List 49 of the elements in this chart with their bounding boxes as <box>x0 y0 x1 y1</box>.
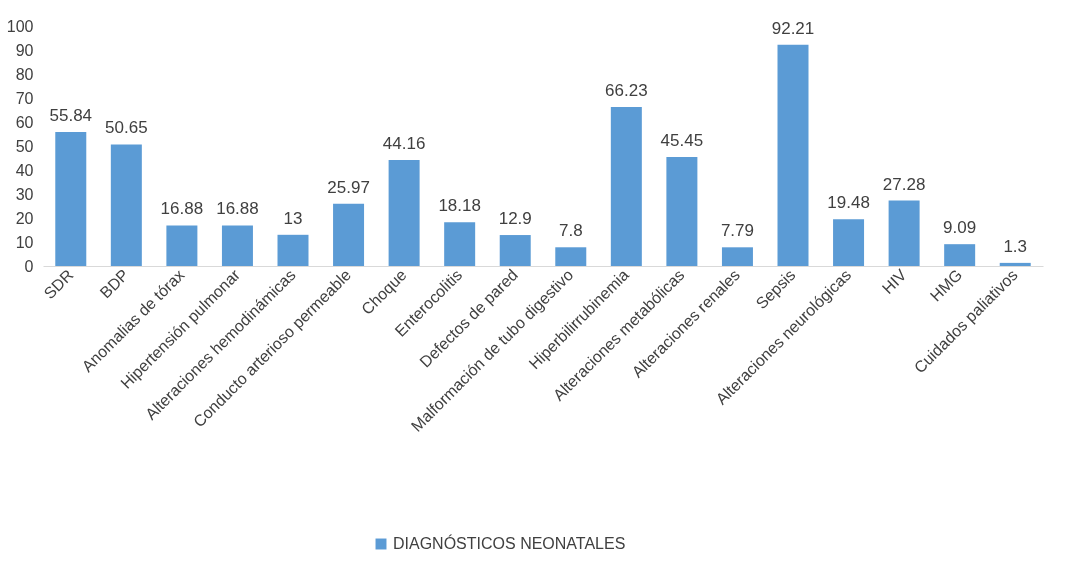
y-tick-label: 30 <box>15 185 34 203</box>
bar <box>388 160 420 266</box>
bar <box>888 200 920 266</box>
bar <box>555 247 587 266</box>
x-tick-label: HIV <box>878 265 910 298</box>
data-label: 25.97 <box>327 177 370 197</box>
bar <box>999 262 1031 266</box>
y-tick-label: 0 <box>24 257 34 275</box>
data-label: 13 <box>283 208 303 228</box>
bar <box>333 203 365 266</box>
bar <box>444 222 476 266</box>
y-tick-label: 90 <box>15 41 34 59</box>
y-tick-label: 70 <box>15 89 34 107</box>
data-label: 9.09 <box>943 218 977 238</box>
bar <box>221 225 253 266</box>
data-label: 44.16 <box>382 134 426 154</box>
bar <box>721 247 753 266</box>
y-tick-label: 80 <box>15 65 34 83</box>
bar <box>110 144 142 266</box>
data-label: 45.45 <box>660 130 704 150</box>
data-label: 1.3 <box>1003 236 1028 256</box>
y-tick-label: 50 <box>15 137 34 155</box>
data-label: 27.28 <box>882 174 926 194</box>
y-tick-label: 60 <box>15 113 34 131</box>
data-label: 7.8 <box>558 221 583 241</box>
data-label: 12.9 <box>498 209 532 229</box>
data-label: 66.23 <box>605 81 648 101</box>
bar <box>833 219 865 266</box>
y-tick-label: 40 <box>15 161 34 179</box>
bar <box>666 156 698 266</box>
y-tick-label: 20 <box>15 209 34 227</box>
bar <box>944 244 976 266</box>
y-tick-label: 100 <box>6 17 34 35</box>
bar <box>166 225 198 266</box>
bar <box>277 234 309 266</box>
data-label: 7.79 <box>720 221 754 241</box>
data-label: 16.88 <box>216 199 259 219</box>
data-label: 50.65 <box>105 118 148 138</box>
legend-label: DIAGNÓSTICOS NEONATALES <box>393 534 626 552</box>
data-label: 19.48 <box>827 193 870 213</box>
data-label: 18.18 <box>438 196 481 216</box>
bar <box>499 235 531 266</box>
y-tick-label: 10 <box>15 233 34 251</box>
bar <box>55 131 87 266</box>
bar <box>777 44 809 266</box>
data-label: 16.88 <box>160 199 204 219</box>
data-label: 92.21 <box>771 18 815 38</box>
data-label: 55.84 <box>49 105 93 125</box>
bar <box>610 107 642 266</box>
